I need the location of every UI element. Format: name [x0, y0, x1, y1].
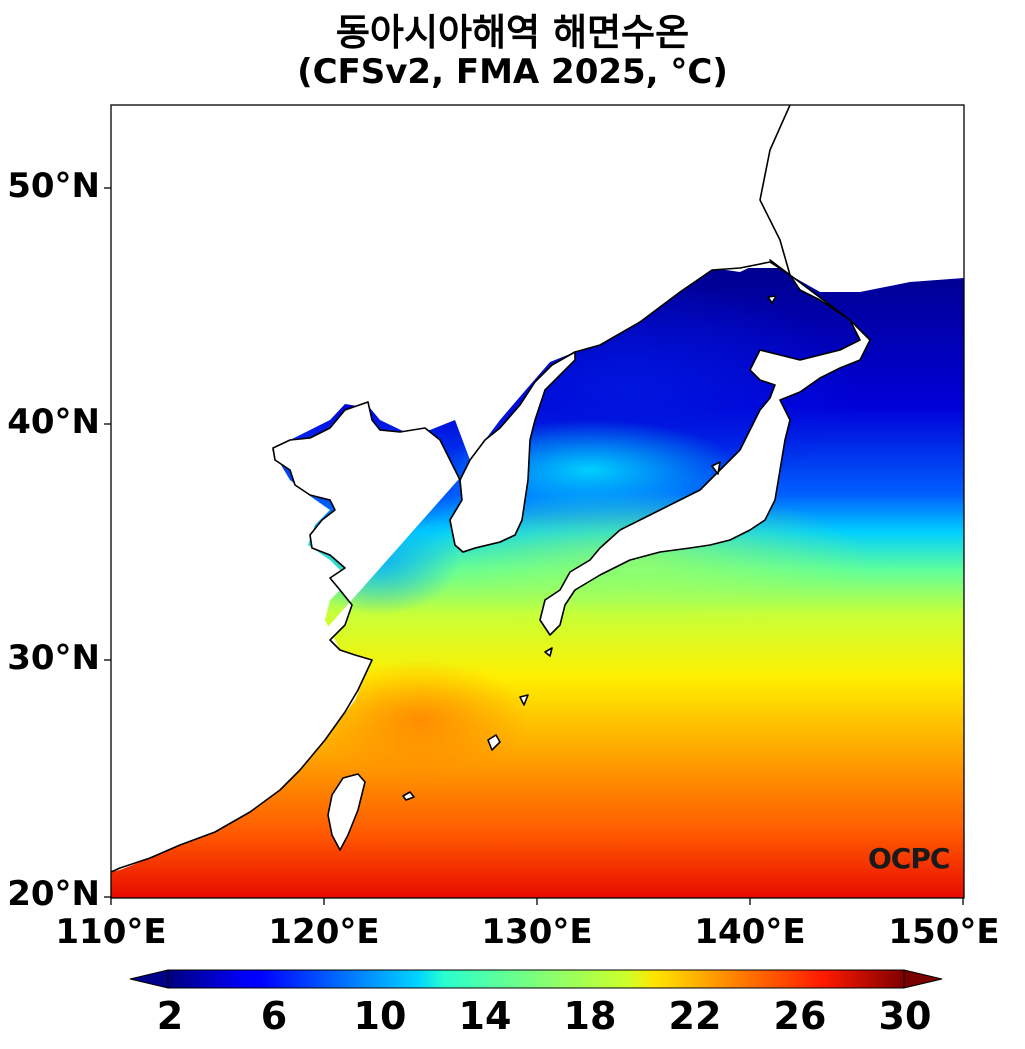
- lat-label-50n: 50°N: [7, 166, 100, 206]
- colorbar-tick: 30: [878, 994, 932, 1038]
- lat-label-30n: 30°N: [7, 638, 100, 678]
- colorbar-tick: 10: [353, 994, 407, 1038]
- tick-marks: [104, 187, 964, 905]
- colorbar-tick: 14: [458, 994, 512, 1038]
- lon-label-130e: 130°E: [481, 912, 593, 952]
- lon-label-110e: 110°E: [55, 912, 167, 952]
- lat-label-40n: 40°N: [7, 402, 100, 442]
- colorbar-tick: 6: [260, 994, 288, 1038]
- map-subtitle: (CFSv2, FMA 2025, °C): [297, 52, 728, 92]
- lon-label-140e: 140°E: [694, 912, 806, 952]
- lon-label-150e: 150°E: [888, 912, 1000, 952]
- ocpc-logo: OCPC: [868, 842, 950, 875]
- lon-label-120e: 120°E: [268, 912, 380, 952]
- map-title: 동아시아해역 해면수온: [335, 11, 690, 54]
- colorbar-tick: 22: [668, 994, 722, 1038]
- lat-label-20n: 20°N: [7, 874, 100, 914]
- land-areas: [111, 105, 964, 873]
- colorbar-tick: 26: [773, 994, 827, 1038]
- colorbar-tick: 2: [156, 994, 184, 1038]
- colorbar-tick: 18: [563, 994, 617, 1038]
